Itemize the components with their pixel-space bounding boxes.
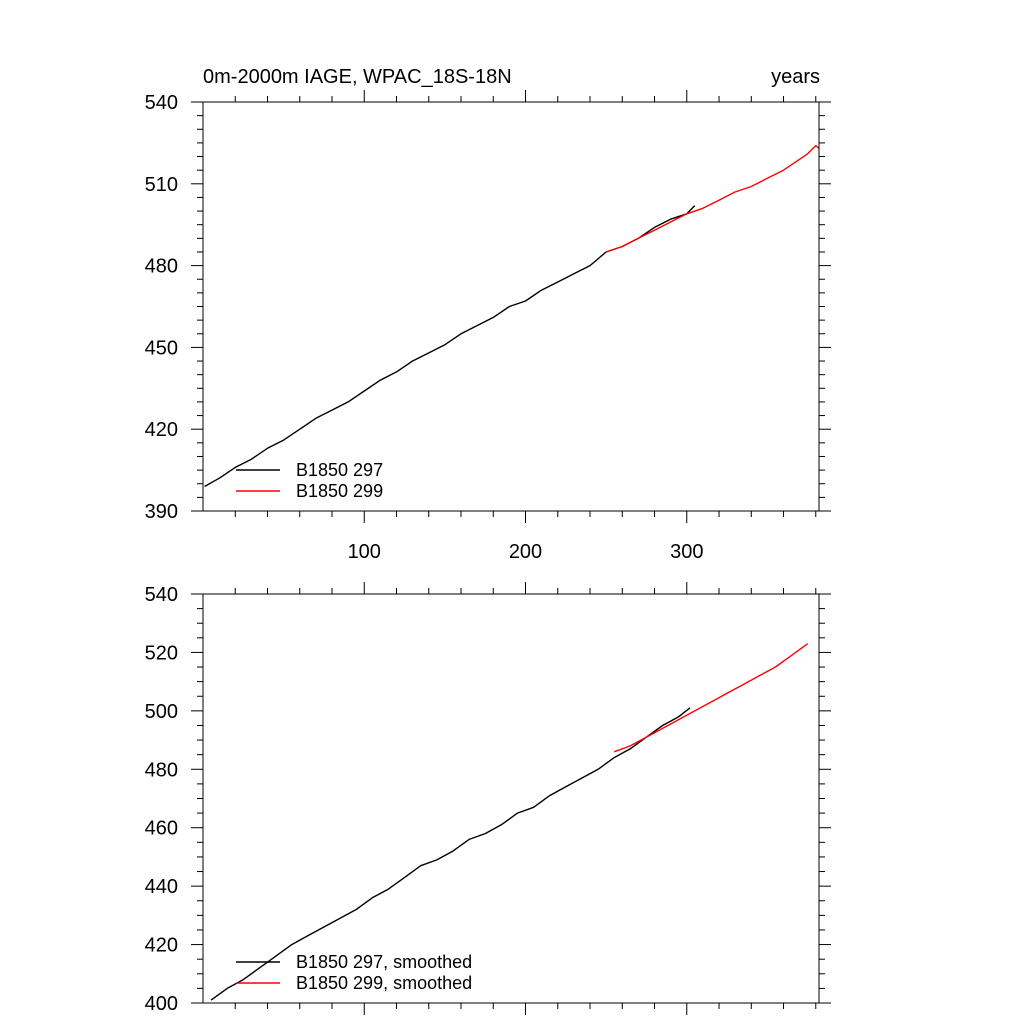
chart-title: 0m-2000m IAGE, WPAC_18S-18N [203,66,512,88]
bottom-plot-frame [202,593,820,1004]
series-line-b1850-297 [204,205,696,488]
top-series-group [204,144,820,488]
bottom-axis-ticks [191,582,831,1015]
y-tick-label: 400 [145,993,178,1015]
y-tick-label: 450 [145,337,178,359]
x-tick-label: 100 [348,541,381,563]
y-tick-label: 540 [145,584,178,606]
legend-label-b1850-297: B1850 297 [296,460,383,480]
legend-label-b1850-297-smoothed: B1850 297, smoothed [296,952,472,972]
x-tick-label: 200 [509,541,542,563]
y-tick-label: 390 [145,501,178,523]
bottom-y-tick-labels: 400 420 440 460 480 500 520 540 [145,584,178,1015]
y-tick-label: 440 [145,876,178,898]
series-line-b1850-299-smoothed [613,643,809,753]
top-panel: 0m-2000m IAGE, WPAC_18S-18N years 390 420… [145,66,831,563]
chart-title-right: years [771,66,820,88]
top-x-tick-labels: 100 200 300 [348,541,704,563]
y-tick-label: 420 [145,935,178,957]
y-tick-label: 480 [145,759,178,781]
y-tick-label: 500 [145,701,178,723]
y-tick-label: 540 [145,92,178,114]
top-y-tick-labels: 390 420 450 480 510 540 [145,92,178,523]
top-legend: B1850 297 B1850 299 [236,460,383,501]
top-plot-frame [202,101,820,512]
x-tick-label: 300 [670,541,703,563]
top-axis-ticks [191,90,831,523]
series-line-b1850-297-smoothed [210,707,691,1001]
y-tick-label: 420 [145,419,178,441]
series-line-b1850-299 [605,144,820,253]
y-tick-label: 460 [145,818,178,840]
legend-label-b1850-299-smoothed: B1850 299, smoothed [296,973,472,993]
bottom-panel: 400 420 440 460 480 500 520 540 B1850 297, smoo… [145,582,831,1015]
legend-label-b1850-299: B1850 299 [296,481,383,501]
bottom-legend: B1850 297, smoothed B1850 299, smoothed [236,952,472,993]
bottom-series-group [210,643,809,1001]
y-tick-label: 510 [145,174,178,196]
y-tick-label: 520 [145,642,178,664]
y-tick-label: 480 [145,256,178,278]
